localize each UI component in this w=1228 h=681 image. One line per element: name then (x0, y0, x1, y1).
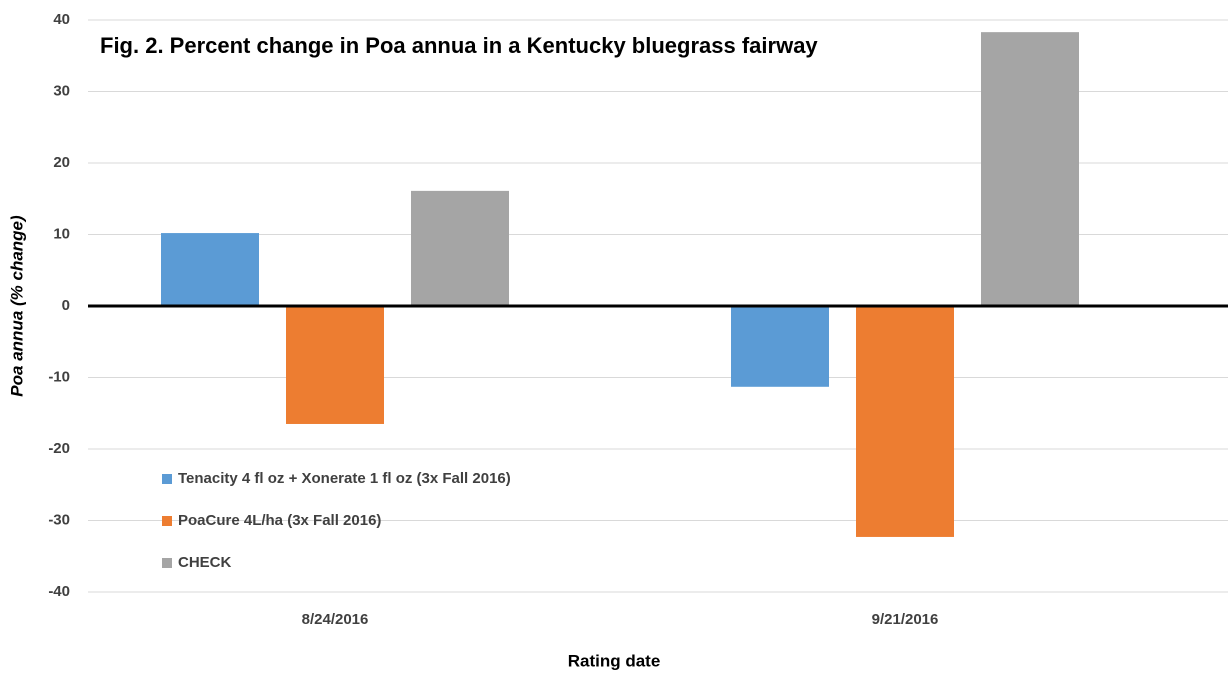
legend-label: Tenacity 4 fl oz + Xonerate 1 fl oz (3x … (178, 470, 511, 487)
legend-label: CHECK (178, 554, 232, 571)
y-tick-label: -20 (48, 440, 70, 457)
y-tick-label: 10 (53, 225, 70, 242)
y-tick-label: 20 (53, 154, 70, 171)
bar (286, 306, 384, 424)
bar (161, 233, 259, 306)
y-tick-label: -10 (48, 368, 70, 385)
legend-swatch (162, 474, 172, 484)
y-tick-label: -30 (48, 511, 70, 528)
y-tick-label: 0 (62, 297, 70, 314)
x-tick-label: 9/21/2016 (872, 611, 939, 628)
y-axis-label: Poa annua (% change) (7, 215, 26, 397)
bar (856, 306, 954, 537)
y-tick-label: 30 (53, 82, 70, 99)
bar (731, 306, 829, 387)
y-tick-label: -40 (48, 583, 70, 600)
legend-swatch (162, 558, 172, 568)
x-axis-label: Rating date (568, 651, 661, 670)
bar (981, 32, 1079, 306)
chart-title: Fig. 2. Percent change in Poa annua in a… (100, 33, 818, 58)
x-tick-label: 8/24/2016 (302, 611, 369, 628)
legend-swatch (162, 516, 172, 526)
legend-label: PoaCure 4L/ha (3x Fall 2016) (178, 512, 381, 529)
bar (411, 190, 509, 306)
y-tick-label: 40 (53, 11, 70, 28)
